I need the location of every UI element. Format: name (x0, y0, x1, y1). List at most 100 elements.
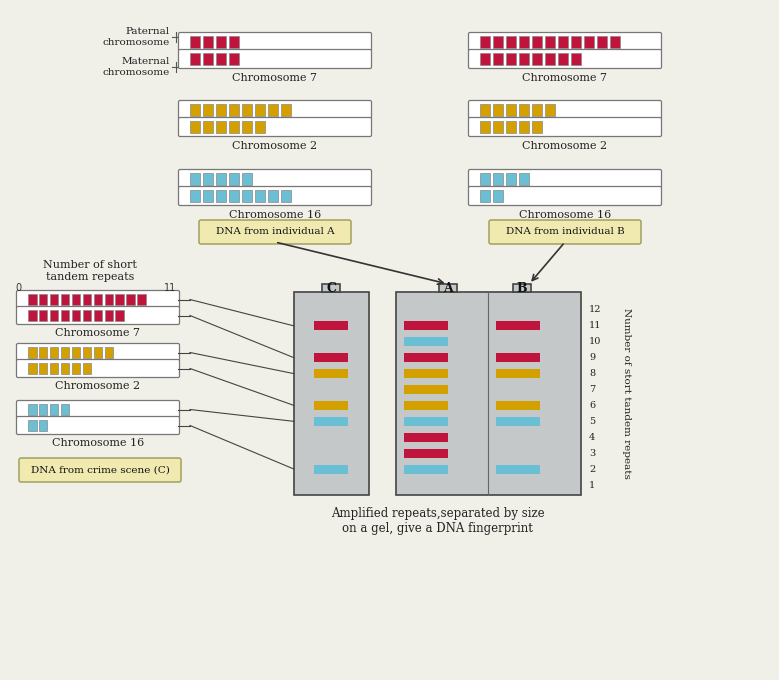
Bar (545, 104, 555, 116)
Bar (83, 363, 91, 374)
Bar (404, 369, 448, 378)
Text: DNA from crime scene (C): DNA from crime scene (C) (30, 466, 170, 475)
Bar (315, 401, 348, 410)
Bar (480, 190, 490, 202)
Bar (519, 53, 529, 65)
Bar (532, 104, 542, 116)
Bar (190, 104, 200, 116)
Bar (203, 53, 213, 65)
FancyBboxPatch shape (178, 33, 372, 52)
FancyBboxPatch shape (16, 416, 179, 435)
FancyBboxPatch shape (178, 186, 372, 205)
Text: 6: 6 (589, 401, 595, 410)
Bar (242, 121, 252, 133)
Bar (519, 104, 529, 116)
Bar (93, 347, 102, 358)
Bar (493, 53, 503, 65)
Bar (115, 294, 124, 305)
Bar (404, 449, 448, 458)
Bar (558, 53, 568, 65)
Bar (571, 53, 581, 65)
Bar (493, 121, 503, 133)
Text: Chromosome 7: Chromosome 7 (232, 73, 318, 83)
FancyBboxPatch shape (489, 220, 641, 244)
Text: Maternal
chromosome: Maternal chromosome (103, 57, 170, 77)
FancyBboxPatch shape (16, 360, 179, 377)
Bar (404, 464, 448, 473)
Text: Chromosome 16: Chromosome 16 (229, 210, 321, 220)
Text: Chromosome 16: Chromosome 16 (52, 438, 144, 448)
FancyBboxPatch shape (178, 101, 372, 120)
Bar (404, 401, 448, 410)
Bar (39, 347, 48, 358)
Bar (28, 294, 37, 305)
FancyBboxPatch shape (468, 101, 661, 120)
Bar (496, 369, 540, 378)
Bar (255, 121, 265, 133)
Bar (39, 294, 48, 305)
Bar (93, 294, 102, 305)
Bar (496, 401, 540, 410)
Bar (50, 404, 58, 415)
Bar (396, 292, 581, 495)
Bar (126, 294, 135, 305)
Bar (480, 104, 490, 116)
Bar (404, 353, 448, 362)
Bar (496, 417, 540, 426)
Text: 10: 10 (589, 337, 601, 346)
Bar (496, 322, 540, 330)
Bar (72, 294, 80, 305)
Text: 11: 11 (589, 322, 601, 330)
Bar (203, 190, 213, 202)
Bar (61, 310, 69, 321)
Bar (480, 53, 490, 65)
Bar (519, 173, 529, 185)
Bar (439, 284, 456, 292)
Bar (137, 294, 146, 305)
Bar (519, 121, 529, 133)
Bar (229, 121, 239, 133)
Bar (216, 36, 226, 48)
Bar (93, 310, 102, 321)
Bar (28, 347, 37, 358)
Bar (39, 420, 48, 431)
Bar (28, 363, 37, 374)
Bar (323, 284, 340, 292)
Bar (190, 173, 200, 185)
Text: 1: 1 (589, 481, 595, 490)
Bar (404, 322, 448, 330)
Bar (28, 404, 37, 415)
Bar (268, 104, 278, 116)
Bar (83, 347, 91, 358)
FancyBboxPatch shape (178, 118, 372, 137)
Bar (532, 36, 542, 48)
Bar (532, 53, 542, 65)
Bar (493, 36, 503, 48)
Text: 11: 11 (164, 283, 176, 293)
Bar (216, 173, 226, 185)
Bar (506, 104, 516, 116)
Bar (404, 337, 448, 346)
Bar (229, 190, 239, 202)
FancyBboxPatch shape (16, 401, 179, 418)
Bar (203, 121, 213, 133)
Text: Chromosome 7: Chromosome 7 (523, 73, 608, 83)
Text: 3: 3 (589, 449, 595, 458)
Bar (480, 121, 490, 133)
Text: DNA from individual B: DNA from individual B (506, 228, 625, 237)
Bar (216, 190, 226, 202)
Bar (496, 353, 540, 362)
Bar (315, 417, 348, 426)
Bar (506, 53, 516, 65)
Bar (493, 190, 503, 202)
Bar (545, 53, 555, 65)
Bar (519, 36, 529, 48)
Text: Chromosome 2: Chromosome 2 (55, 381, 140, 391)
Bar (72, 310, 80, 321)
FancyBboxPatch shape (468, 50, 661, 69)
Bar (513, 284, 530, 292)
Bar (493, 104, 503, 116)
Text: Chromosome 7: Chromosome 7 (55, 328, 140, 338)
FancyBboxPatch shape (468, 186, 661, 205)
Bar (28, 420, 37, 431)
